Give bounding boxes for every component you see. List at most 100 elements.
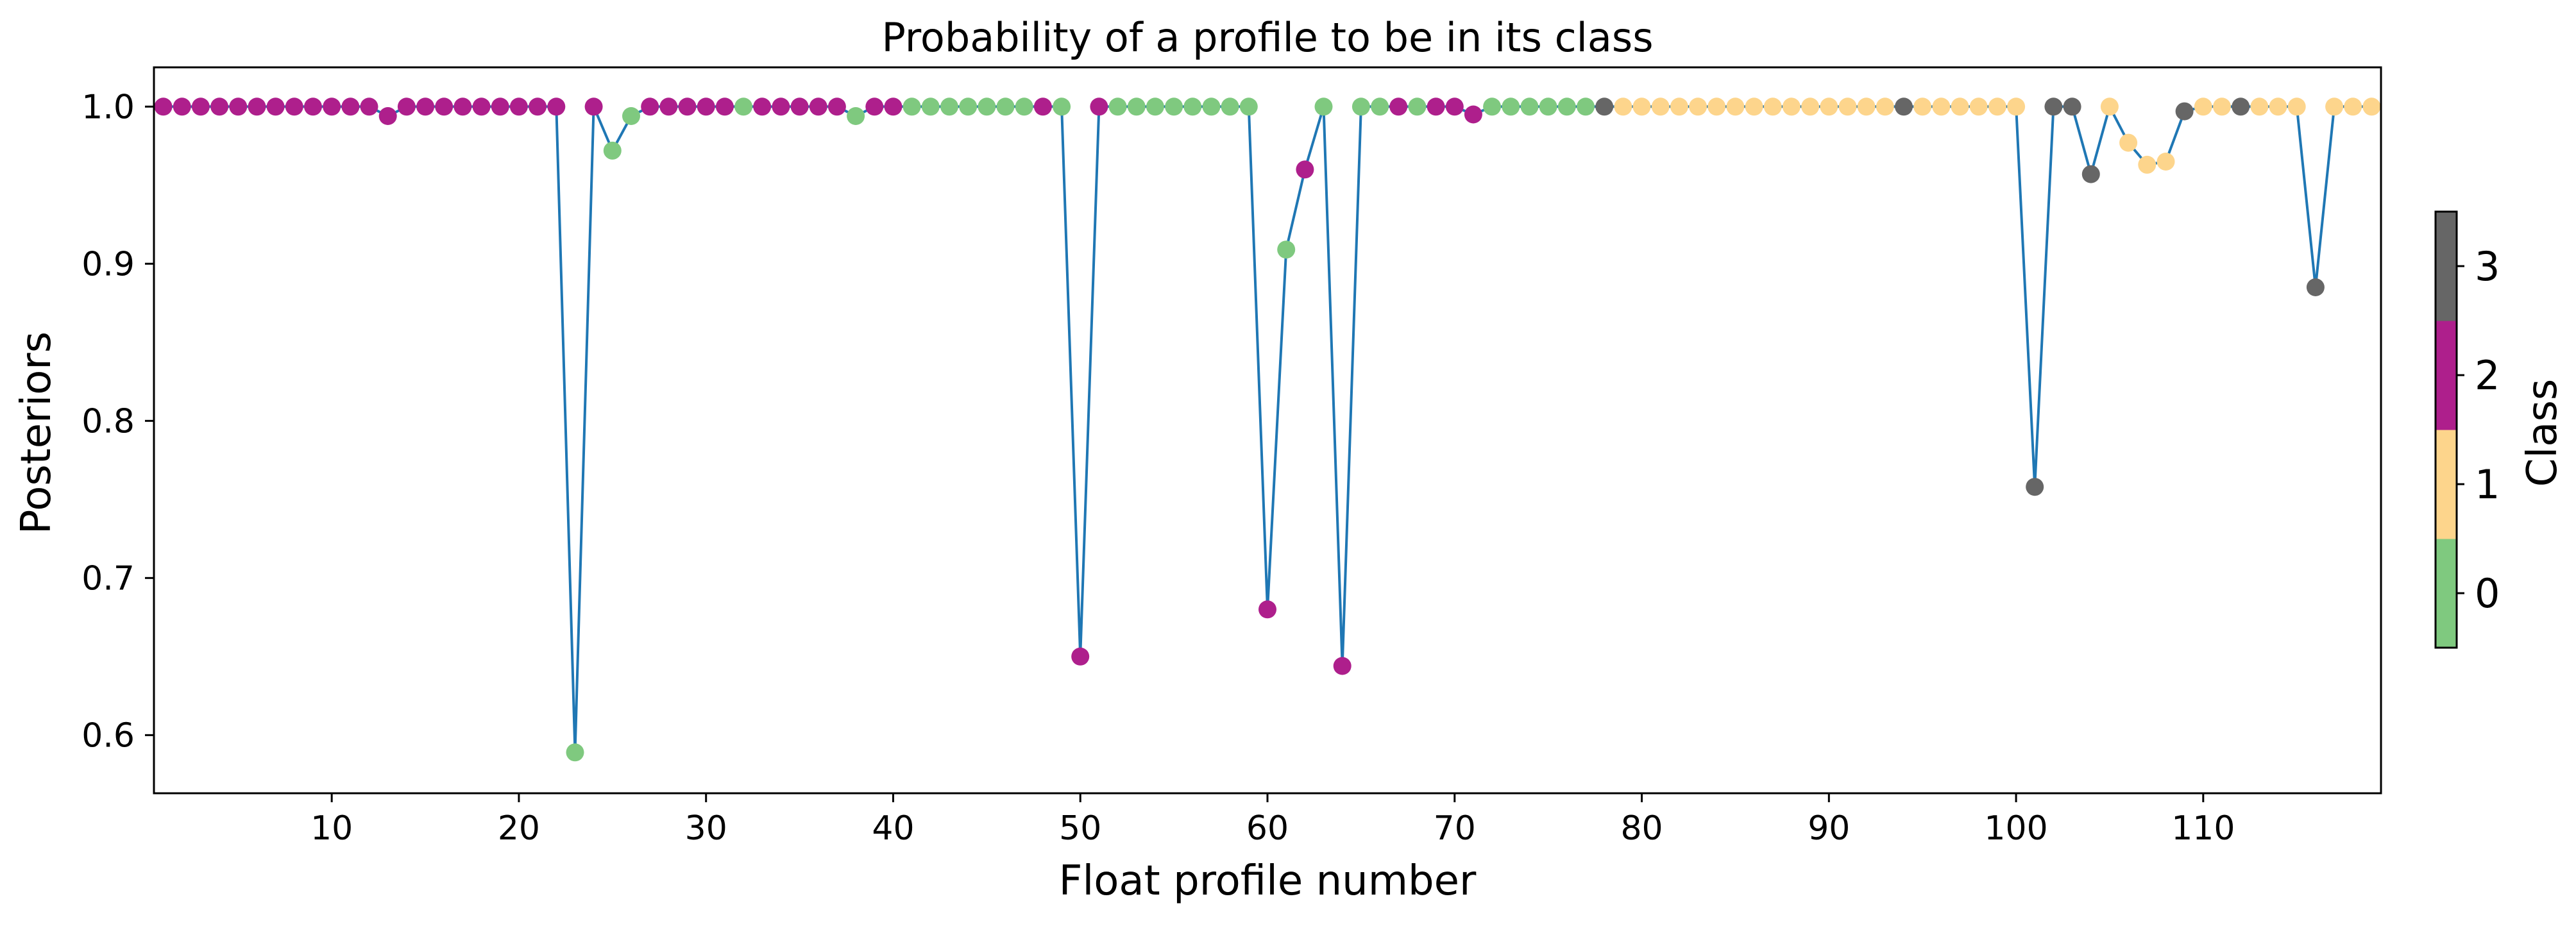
data-point-20 — [509, 97, 528, 116]
colorbar: 0 1 2 3 — [2434, 210, 2500, 649]
plot-area — [154, 97, 2381, 762]
data-point-58 — [1221, 97, 1239, 116]
data-point-42 — [921, 97, 940, 116]
data-point-53 — [1127, 97, 1146, 116]
data-point-101 — [2026, 478, 2044, 496]
data-point-114 — [2269, 97, 2287, 116]
x-tick-label-80: 80 — [1620, 809, 1663, 848]
data-point-17 — [453, 97, 472, 116]
data-point-99 — [1988, 97, 2006, 116]
data-point-85 — [1726, 97, 1745, 116]
data-point-41 — [902, 97, 921, 116]
data-point-38 — [847, 107, 865, 125]
data-point-14 — [397, 97, 416, 116]
data-point-44 — [959, 97, 978, 116]
data-point-66 — [1371, 97, 1389, 116]
data-point-105 — [2100, 97, 2119, 116]
data-point-64 — [1333, 657, 1352, 675]
colorbar-segment-1 — [2436, 430, 2457, 539]
x-tick-label-20: 20 — [498, 809, 540, 848]
data-point-102 — [2044, 97, 2063, 116]
colorbar-tick-label-2: 2 — [2475, 352, 2500, 399]
data-point-76 — [1557, 97, 1576, 116]
colorbar-tick-label-1: 1 — [2475, 461, 2500, 508]
x-tick-label-50: 50 — [1059, 809, 1101, 848]
data-point-33 — [753, 97, 772, 116]
data-point-21 — [529, 97, 547, 116]
data-point-78 — [1595, 97, 1614, 116]
data-point-60 — [1258, 600, 1276, 619]
data-point-34 — [772, 97, 790, 116]
data-point-82 — [1670, 97, 1688, 116]
data-point-63 — [1314, 97, 1333, 116]
axes: 10 20 30 40 50 60 70 80 90 100 110 0.6 0.7 0.8 0.9 1.0 — [81, 66, 2382, 848]
data-point-57 — [1202, 97, 1221, 116]
data-point-88 — [1782, 97, 1801, 116]
data-point-96 — [1932, 97, 1951, 116]
data-point-87 — [1763, 97, 1782, 116]
data-point-62 — [1296, 160, 1314, 179]
data-point-35 — [790, 97, 809, 116]
data-point-10 — [323, 97, 341, 116]
data-point-98 — [1969, 97, 1988, 116]
data-point-81 — [1651, 97, 1670, 116]
data-point-13 — [378, 107, 397, 125]
data-point-19 — [491, 97, 509, 116]
data-point-55 — [1165, 97, 1183, 116]
data-point-61 — [1277, 240, 1296, 259]
x-tick-label-60: 60 — [1246, 809, 1289, 848]
data-point-31 — [715, 97, 734, 116]
data-point-39 — [865, 97, 884, 116]
data-point-5 — [229, 97, 248, 116]
data-point-51 — [1090, 97, 1108, 116]
data-point-16 — [435, 97, 453, 116]
colorbar-label: Class — [2519, 379, 2566, 487]
data-point-89 — [1801, 97, 1820, 116]
data-point-26 — [622, 107, 640, 125]
data-point-47 — [1015, 97, 1033, 116]
data-point-6 — [248, 97, 266, 116]
data-point-50 — [1071, 647, 1090, 666]
data-point-59 — [1239, 97, 1258, 116]
data-point-110 — [2194, 97, 2212, 116]
data-point-109 — [2175, 102, 2194, 121]
data-point-54 — [1146, 97, 1164, 116]
data-point-56 — [1183, 97, 1202, 116]
data-point-90 — [1820, 97, 1838, 116]
data-point-84 — [1707, 97, 1726, 116]
data-point-23 — [566, 743, 584, 762]
data-point-86 — [1745, 97, 1763, 116]
data-point-117 — [2325, 97, 2344, 116]
data-point-11 — [341, 97, 360, 116]
data-point-48 — [1033, 97, 1052, 116]
x-tick-label-70: 70 — [1434, 809, 1476, 848]
data-point-3 — [191, 97, 210, 116]
data-point-95 — [1913, 97, 1932, 116]
x-tick-label-110: 110 — [2171, 809, 2235, 848]
data-point-28 — [659, 97, 678, 116]
data-point-37 — [827, 97, 846, 116]
data-point-46 — [996, 97, 1015, 116]
x-tick-label-100: 100 — [1984, 809, 2047, 848]
data-point-115 — [2287, 97, 2306, 116]
colorbar-tick-label-3: 3 — [2475, 243, 2500, 290]
data-point-2 — [173, 97, 191, 116]
y-tick-label-4: 1.0 — [81, 88, 135, 126]
data-point-40 — [884, 97, 902, 116]
data-point-106 — [2119, 133, 2138, 152]
data-point-30 — [697, 97, 715, 116]
data-point-36 — [809, 97, 827, 116]
data-point-49 — [1053, 97, 1071, 116]
data-point-111 — [2213, 97, 2231, 116]
data-point-68 — [1408, 97, 1427, 116]
data-point-18 — [472, 97, 491, 116]
data-point-100 — [2007, 97, 2026, 116]
data-point-27 — [641, 97, 659, 116]
data-point-43 — [940, 97, 958, 116]
data-point-45 — [978, 97, 996, 116]
data-point-92 — [1857, 97, 1876, 116]
data-point-67 — [1389, 97, 1408, 116]
data-point-93 — [1876, 97, 1894, 116]
colorbar-segment-0 — [2436, 539, 2457, 648]
